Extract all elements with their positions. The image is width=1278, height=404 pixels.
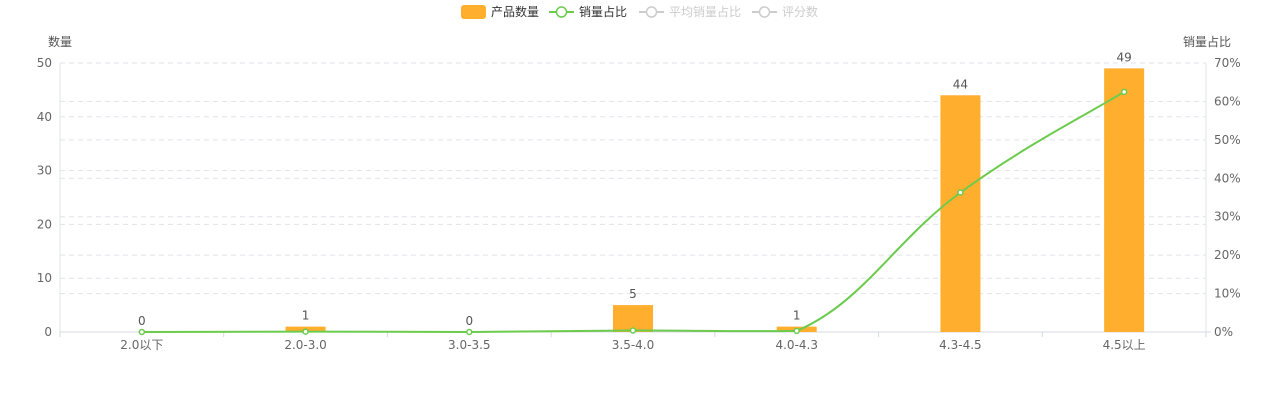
- y-left-axis-title: 数量: [48, 34, 72, 49]
- legend-line-marker: [555, 6, 568, 18]
- y-left-tick-label: 50: [37, 56, 52, 70]
- y-left-tick-label: 10: [37, 271, 52, 285]
- line-point-0[interactable]: [138, 328, 146, 336]
- bar-data-label: 1: [793, 309, 801, 323]
- legend-inactive-marker: [645, 6, 658, 18]
- y-right-tick-label: 50%: [1214, 133, 1241, 147]
- x-tick-label: 3.5-4.0: [612, 338, 655, 352]
- x-tick-label: 3.0-3.5: [448, 338, 491, 352]
- y-right-tick-label: 40%: [1214, 171, 1241, 185]
- bar-data-label: 0: [465, 314, 473, 328]
- line-point-3[interactable]: [629, 327, 637, 334]
- bar-6[interactable]: [1104, 68, 1145, 332]
- y-left-tick-label: 0: [44, 325, 52, 339]
- x-tick-label: 4.3-4.5: [939, 338, 982, 352]
- line-point-1[interactable]: [302, 328, 309, 335]
- y-right-tick-label: 70%: [1214, 56, 1241, 70]
- y-right-tick-label: 30%: [1214, 210, 1241, 224]
- line-point-2[interactable]: [466, 328, 473, 336]
- x-tick-label: 4.0-4.3: [775, 338, 818, 352]
- y-right-tick-label: 10%: [1214, 287, 1241, 301]
- legend-inactive-marker: [758, 6, 771, 18]
- x-tick-label: 4.5以上: [1103, 338, 1146, 352]
- bar-data-label: 1: [302, 309, 310, 323]
- y-right-tick-label: 0%: [1214, 325, 1233, 339]
- x-tick-label: 2.0-3.0: [284, 338, 327, 352]
- y-right-tick-label: 20%: [1214, 248, 1241, 262]
- y-left-tick-label: 20: [37, 217, 52, 231]
- y-right-tick-label: 60%: [1214, 94, 1241, 108]
- bar-data-label: 5: [629, 287, 637, 301]
- legend-item-inactive-1[interactable]: 评分数: [782, 4, 818, 19]
- legend-item-sales-share[interactable]: 销量占比: [579, 4, 627, 19]
- line-point-5[interactable]: [957, 189, 964, 196]
- line-point-4[interactable]: [793, 327, 800, 335]
- x-tick-label: 2.0以下: [120, 338, 163, 352]
- bar-data-label: 0: [138, 314, 146, 328]
- legend-item-inactive-0[interactable]: 平均销量占比: [669, 4, 741, 19]
- legend-bar-swatch[interactable]: [461, 5, 486, 19]
- y-left-tick-label: 40: [37, 110, 52, 124]
- bar-5[interactable]: [940, 95, 981, 332]
- y-left-tick-label: 30: [37, 164, 52, 178]
- legend-item-product-count[interactable]: 产品数量: [491, 4, 539, 19]
- y-right-axis-title: 销量占比: [1183, 34, 1231, 49]
- bar-data-label: 49: [1117, 50, 1132, 64]
- line-point-6[interactable]: [1120, 88, 1128, 96]
- bar-data-label: 44: [953, 77, 968, 91]
